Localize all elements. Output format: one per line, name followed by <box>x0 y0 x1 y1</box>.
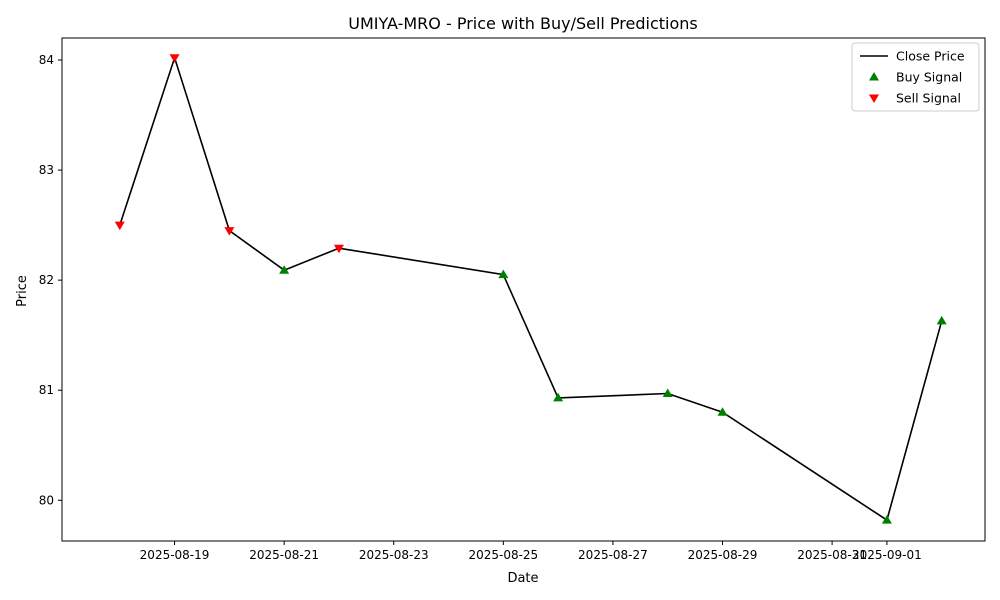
buy-signal-marker <box>881 515 892 524</box>
x-tick-label: 2025-08-27 <box>578 548 648 562</box>
buy-signal-marker <box>279 265 290 274</box>
y-tick-label: 81 <box>39 383 54 397</box>
x-tick-label: 2025-08-23 <box>359 548 429 562</box>
legend-label: Close Price <box>896 49 965 64</box>
y-tick-label: 83 <box>39 163 54 177</box>
x-tick-label: 2025-08-19 <box>140 548 210 562</box>
legend: Close Price Buy Signal Sell Signal <box>851 42 980 112</box>
legend-sell-swatch <box>869 94 879 103</box>
plot-area <box>114 54 947 524</box>
y-tick-label: 80 <box>39 493 54 507</box>
y-tick-label: 84 <box>39 53 54 67</box>
buy-signal-marker <box>662 388 673 398</box>
close-price-line <box>119 55 943 522</box>
x-tick-label: 2025-09-01 <box>852 548 922 562</box>
legend-buy-swatch <box>869 72 879 81</box>
y-axis-label: Price <box>15 275 30 307</box>
x-axis-label: Date <box>507 571 538 586</box>
buy-signal-marker <box>498 269 509 279</box>
x-tick-label: 2025-08-25 <box>468 548 538 562</box>
x-tick-label: 2025-08-29 <box>688 548 758 562</box>
legend-box <box>851 42 980 112</box>
sell-signal-marker <box>224 227 235 236</box>
chart-title: UMIYA-MRO - Price with Buy/Sell Predicti… <box>348 14 698 33</box>
buy-signal-marker <box>553 392 564 402</box>
legend-label: Sell Signal <box>896 91 961 106</box>
y-tick-label: 82 <box>39 273 54 287</box>
plot-frame <box>61 37 986 542</box>
x-tick-label: 2025-08-21 <box>249 548 319 562</box>
buy-signal-marker <box>717 407 728 416</box>
buy-signal-marker <box>936 315 947 325</box>
x-tick-label: 2025-08-31 <box>797 548 867 562</box>
legend-label: Buy Signal <box>896 70 962 85</box>
sell-signal-marker <box>169 54 180 63</box>
sell-signal-marker <box>114 221 125 231</box>
sell-signal-marker <box>333 244 344 254</box>
